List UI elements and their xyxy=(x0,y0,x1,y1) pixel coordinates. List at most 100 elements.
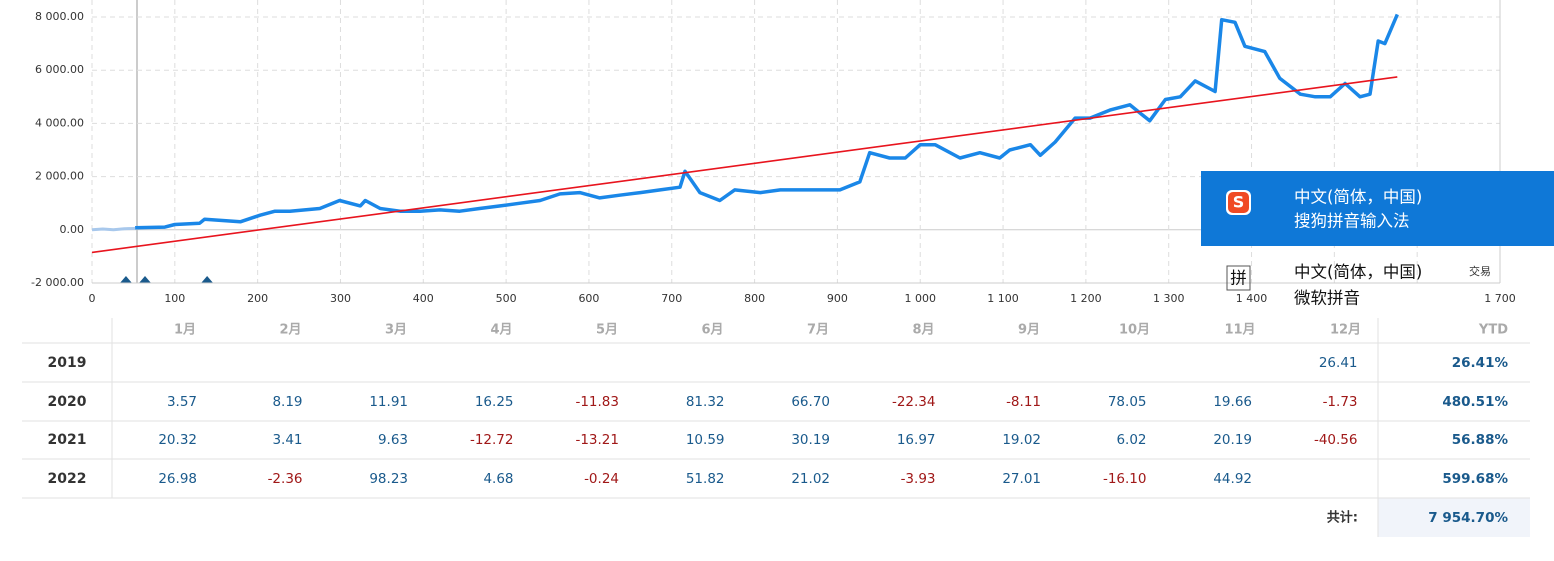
y-tick-label: 0.00 xyxy=(60,223,85,236)
row-year: 2022 xyxy=(48,471,87,487)
x-tick-label: 1 700 xyxy=(1484,292,1516,305)
month-return: 26.98 xyxy=(158,471,197,487)
month-return: 21.02 xyxy=(791,471,830,487)
ytd-return: 480.51% xyxy=(1442,394,1508,410)
line xyxy=(135,13,1399,230)
line xyxy=(91,76,1398,254)
x-tick-label: 1 400 xyxy=(1236,292,1268,305)
marker xyxy=(201,276,214,283)
month-return: 20.19 xyxy=(1213,432,1252,448)
marker xyxy=(139,276,152,283)
y-tick-label: -2 000.00 xyxy=(31,276,84,289)
month-return: -22.34 xyxy=(892,394,936,410)
y-tick-label: 4 000.00 xyxy=(35,116,84,129)
month-return: 44.92 xyxy=(1213,471,1252,487)
month-return: 19.66 xyxy=(1213,394,1252,410)
x-tick-label: 1 200 xyxy=(1070,292,1102,305)
marker xyxy=(119,276,132,283)
month-return: 20.32 xyxy=(158,432,197,448)
ime-method: 搜狗拼音输入法 xyxy=(1294,212,1410,231)
column-header: 7月 xyxy=(807,323,829,338)
month-return: -13.21 xyxy=(575,432,619,448)
ytd-return: 56.88% xyxy=(1452,432,1509,448)
row-year: 2019 xyxy=(48,355,87,371)
column-header: 11月 xyxy=(1224,323,1255,338)
month-return: -2.36 xyxy=(268,471,303,487)
ime-language: 中文(简体，中国) xyxy=(1294,188,1422,207)
annotation: 交易 xyxy=(1469,264,1491,278)
y-tick-label: 2 000.00 xyxy=(35,170,84,183)
ime-item-bg[interactable] xyxy=(1285,286,1435,310)
month-return: 30.19 xyxy=(791,432,830,448)
month-return: -16.10 xyxy=(1103,471,1147,487)
month-return: 98.23 xyxy=(369,471,408,487)
month-return: 3.57 xyxy=(167,394,197,410)
month-return: -12.72 xyxy=(470,432,514,448)
month-return: 3.41 xyxy=(272,432,302,448)
month-return: 6.02 xyxy=(1116,432,1146,448)
month-return: 81.32 xyxy=(686,394,725,410)
month-return: 9.63 xyxy=(378,432,408,448)
ime-language: 中文(简体，中国) xyxy=(1294,263,1422,282)
x-tick-label: 1 100 xyxy=(987,292,1019,305)
month-return: -0.24 xyxy=(584,471,619,487)
y-tick-label: 6 000.00 xyxy=(35,63,84,76)
x-tick-label: 200 xyxy=(247,292,268,305)
month-return: -3.93 xyxy=(901,471,936,487)
month-return: -1.73 xyxy=(1323,394,1358,410)
x-tick-label: 300 xyxy=(330,292,351,305)
x-tick-label: 100 xyxy=(164,292,185,305)
column-header: 1月 xyxy=(174,323,196,338)
line xyxy=(91,227,136,232)
month-return: 8.19 xyxy=(272,394,302,410)
ytd-return: 26.41% xyxy=(1452,355,1509,371)
x-tick-label: 700 xyxy=(661,292,682,305)
column-header: 2月 xyxy=(279,323,301,338)
month-return: 26.41 xyxy=(1319,355,1358,371)
x-tick-label: 0 xyxy=(89,292,96,305)
x-tick-label: 500 xyxy=(496,292,517,305)
x-tick-label: 800 xyxy=(744,292,765,305)
ime-icon: 拼 xyxy=(1230,269,1247,288)
column-header: 10月 xyxy=(1119,323,1150,338)
x-tick-label: 1 300 xyxy=(1153,292,1185,305)
column-header: 9月 xyxy=(1018,323,1040,338)
ime-icon-box xyxy=(1226,265,1251,291)
ime-selected-item[interactable] xyxy=(1201,171,1554,246)
column-header: 8月 xyxy=(912,323,934,338)
column-header: YTD xyxy=(1478,323,1508,338)
x-tick-label: 400 xyxy=(413,292,434,305)
ytd-return: 599.68% xyxy=(1442,471,1508,487)
column-header: 12月 xyxy=(1330,323,1361,338)
column-header: 4月 xyxy=(490,323,512,338)
month-return: -8.11 xyxy=(1006,394,1041,410)
total-label: 共计: xyxy=(1327,510,1358,526)
x-tick-label: 600 xyxy=(578,292,599,305)
column-header: 6月 xyxy=(701,323,723,338)
month-return: 66.70 xyxy=(791,394,830,410)
row-year: 2020 xyxy=(48,394,87,410)
column-header: 3月 xyxy=(385,323,407,338)
ytd-column-bg xyxy=(1378,498,1530,537)
x-tick-label: 900 xyxy=(827,292,848,305)
month-return: 51.82 xyxy=(686,471,725,487)
y-tick-label: 8 000.00 xyxy=(35,10,84,23)
column-header: 5月 xyxy=(596,323,618,338)
total-value: 7 954.70% xyxy=(1428,510,1508,526)
month-return: 4.68 xyxy=(483,471,513,487)
month-return: -11.83 xyxy=(575,394,619,410)
month-return: 10.59 xyxy=(686,432,725,448)
x-tick-label: 1 000 xyxy=(904,292,936,305)
month-return: 16.25 xyxy=(475,394,514,410)
sogou-logo xyxy=(1228,192,1249,213)
row-year: 2021 xyxy=(48,432,87,448)
ime-method: 微软拼音 xyxy=(1294,289,1360,308)
month-return: 78.05 xyxy=(1108,394,1147,410)
month-return: 11.91 xyxy=(369,394,408,410)
sogou-logo-letter: S xyxy=(1233,193,1245,212)
month-return: 19.02 xyxy=(1002,432,1041,448)
month-return: -40.56 xyxy=(1314,432,1358,448)
month-return: 27.01 xyxy=(1002,471,1041,487)
month-return: 16.97 xyxy=(897,432,936,448)
